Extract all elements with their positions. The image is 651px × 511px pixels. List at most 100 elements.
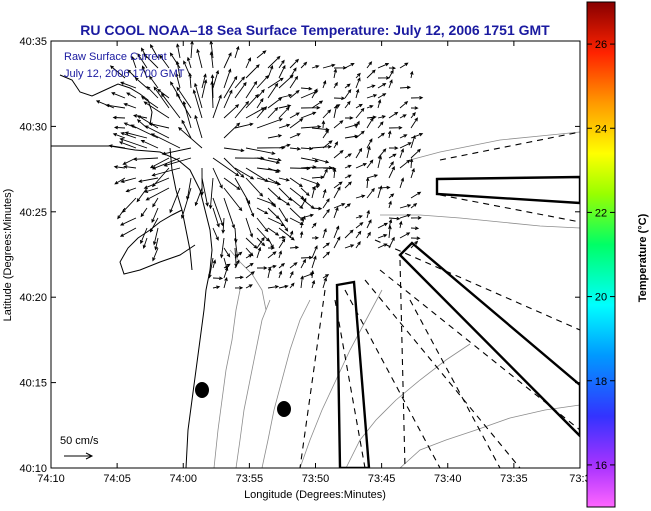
current-vector [310,269,315,279]
current-vector [267,227,280,236]
current-vector [210,80,214,109]
current-vector [366,117,374,129]
current-vector [355,215,363,219]
scale-arrow [64,452,94,460]
colorbar-tick-label: 16 [595,460,607,472]
current-vector [212,197,224,227]
current-vector [267,251,277,259]
current-vector [377,76,391,80]
depth-contour [235,299,271,468]
current-vector [180,187,192,219]
current-vector [142,237,148,249]
current-vector [245,237,258,249]
current-vector [223,276,228,289]
current-vector [138,177,159,183]
current-vector [256,50,267,59]
current-vector [344,100,351,109]
current-vector [333,186,341,199]
current-vector [123,165,137,169]
colorbar-tick-label: 26 [595,39,607,51]
current-vector [355,107,365,119]
current-vector [322,188,327,199]
current-vector [190,41,194,59]
current-vector [289,112,300,119]
current-vector [300,105,321,110]
current-vector [245,93,259,109]
current-vector [311,245,318,259]
current-vector [176,43,181,59]
current-vector [377,115,386,119]
current-vector [153,86,170,109]
current-vector [311,279,316,289]
current-vector [181,119,192,139]
current-vector [300,177,321,186]
depth-contour [399,404,580,468]
current-vector [366,115,377,120]
current-vector [278,284,289,289]
current-vector [133,114,148,119]
current-vector [256,97,264,109]
current-vector [234,259,240,269]
current-vector [377,99,382,109]
current-vector [399,204,412,209]
current-vector [388,218,393,229]
current-vector [156,88,170,99]
coastline-segment [169,147,193,271]
current-vector [212,259,217,269]
x-axis-label: Longitude (Degrees:Minutes) [244,489,386,501]
current-vector [311,222,317,229]
current-vector [399,159,411,169]
current-vector [355,147,363,159]
current-vector [311,100,324,109]
depth-contour [299,289,383,468]
current-vector [223,266,229,279]
current-vector [344,244,355,249]
current-vector [221,217,225,234]
current-vector [159,54,170,69]
current-vector [212,276,224,281]
current-vector [311,184,321,189]
current-vector [322,140,333,149]
current-vector [245,254,253,259]
current-vector [223,75,238,99]
current-vector [366,138,373,149]
current-vector [344,63,355,69]
current-vector [223,89,233,109]
beam-edge-dashed [299,289,326,468]
current-vector [208,177,214,210]
depth-contour [409,131,580,161]
depth-contour [213,289,241,468]
current-vector [178,127,203,149]
current-vector [120,177,137,183]
current-vector [136,187,148,203]
current-vector [377,185,383,199]
current-vector [175,72,181,89]
x-tick-label: 73:3 [569,473,590,485]
current-vector [160,92,181,119]
current-vector [257,266,268,270]
current-vector [322,80,327,89]
current-vector [289,118,304,129]
current-vector [245,284,253,289]
current-vector [278,238,286,249]
current-vector [366,209,370,219]
current-vector [175,60,181,79]
y-tick-label: 40:20 [19,292,47,304]
current-vector [300,258,307,269]
current-vector [410,226,420,231]
current-vector [409,158,414,169]
current-vector [344,153,352,159]
current-vector [366,159,374,169]
current-vector [377,121,384,129]
coastline-segment [51,145,213,468]
coastline-segment [119,209,196,275]
colorbar-tick-label: 18 [595,376,607,388]
current-vector [311,144,333,149]
current-vector [300,197,307,209]
current-vector [289,58,300,69]
current-vector [278,235,287,240]
current-vector [278,59,285,69]
current-vector [388,146,399,150]
current-vector [410,133,424,139]
current-vector [366,61,373,69]
